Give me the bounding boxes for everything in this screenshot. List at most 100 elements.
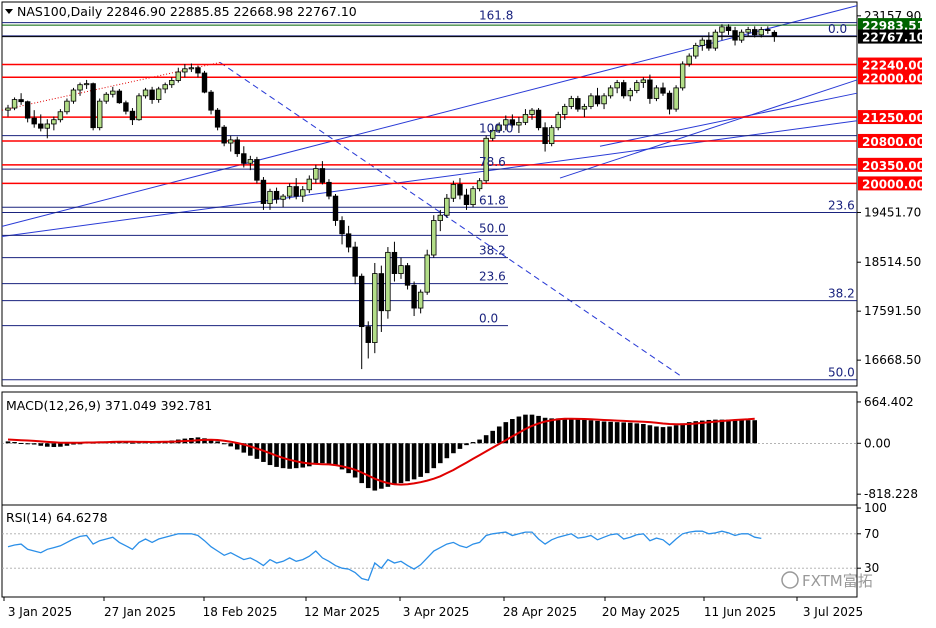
macd-bar [496, 426, 502, 444]
candle [444, 194, 450, 218]
candle [509, 114, 516, 128]
candle [214, 108, 221, 131]
candle [162, 82, 168, 94]
candle-body [404, 265, 411, 286]
candle-body [365, 326, 371, 343]
candle-body [568, 98, 574, 107]
candle-body [293, 186, 299, 197]
rsi-tick-label-0: 100 [864, 501, 887, 515]
candle [293, 178, 299, 200]
candle-body [38, 123, 44, 129]
candle-body [450, 184, 457, 199]
macd-bar [739, 419, 744, 444]
candle-body [575, 98, 581, 110]
candle [208, 90, 214, 115]
candle-body [601, 95, 607, 105]
candle-body [273, 190, 280, 200]
candle-body [11, 99, 18, 109]
macd-bar [444, 443, 450, 459]
macd-bar [490, 430, 495, 444]
price-label-1: 22767.10 [862, 31, 925, 45]
candle-body [260, 179, 267, 204]
candle [568, 95, 574, 110]
price-label-box-6 [858, 157, 922, 172]
symbol-header: NAS100,Daily 22846.90 22885.85 22668.98 … [17, 4, 357, 19]
candle [110, 86, 116, 98]
macd-bar [293, 443, 299, 469]
macd-bar [248, 443, 253, 456]
macd-bar [621, 422, 626, 444]
candle [699, 37, 705, 51]
macd-bar [542, 417, 548, 444]
candle [706, 32, 712, 51]
candle-body [175, 71, 181, 81]
candle-body [673, 87, 679, 110]
candle [614, 79, 620, 94]
dropdown-arrow-icon[interactable] [5, 9, 13, 14]
candle [201, 70, 208, 94]
macd-bar [379, 443, 384, 489]
date-label-4: 3 Apr 2025 [403, 605, 470, 619]
candle-body [509, 119, 516, 126]
macd-bar [510, 419, 515, 444]
macd-tick-label-0: 664.402 [864, 395, 914, 409]
macd-bar [215, 441, 220, 444]
candle-body [771, 31, 778, 37]
macd-bar [359, 443, 364, 484]
macd-bar [680, 423, 685, 444]
candle [404, 262, 411, 290]
candle-body [77, 84, 83, 91]
candle [319, 161, 326, 185]
macd-bar [588, 420, 594, 444]
macd-bar [51, 443, 57, 448]
candle [542, 122, 548, 152]
macd-bar [647, 425, 653, 444]
macd-bar [411, 443, 417, 480]
candle-body [155, 88, 162, 100]
macd-bar [326, 443, 332, 464]
candle [286, 183, 293, 200]
macd-bar [398, 443, 404, 484]
candle-body [142, 89, 149, 97]
macd-bar [372, 443, 378, 491]
candle-body [201, 72, 208, 93]
macd-bar [300, 443, 306, 468]
candle-body [31, 117, 37, 125]
candle-body [765, 29, 771, 31]
candle-body [267, 190, 273, 204]
candle [463, 188, 470, 210]
candle-body [621, 82, 627, 97]
macd-header: MACD(12,26,9) 371.049 392.781 [6, 398, 212, 413]
candle-body [706, 39, 712, 49]
macd-bar [673, 425, 679, 444]
candle-body [411, 284, 417, 309]
candle [129, 108, 136, 126]
price-label-box-2 [858, 57, 922, 72]
candle [719, 24, 725, 41]
candle-body [431, 220, 437, 256]
candle-body [555, 114, 561, 129]
candle [313, 164, 319, 184]
candle [260, 177, 267, 210]
candle-body [116, 90, 123, 104]
macd-bar [726, 419, 731, 444]
macd-bar [418, 443, 423, 477]
candle-body [70, 89, 77, 102]
macd-bar [208, 439, 214, 444]
candle-body [149, 89, 155, 100]
macd-bar [313, 443, 319, 465]
candle-body [686, 55, 692, 65]
macd-tick-label-1: 0.00 [864, 436, 891, 450]
candle [725, 24, 732, 35]
candle [247, 155, 254, 171]
candle-body [463, 194, 470, 206]
candle [647, 74, 653, 104]
main-panel-frame [1, 1, 858, 387]
candle [535, 108, 542, 131]
candle-body [699, 39, 705, 46]
candle-body [332, 195, 339, 221]
candle-body [437, 214, 443, 221]
fib-long-label-6: 50.0 [828, 366, 855, 380]
candle-body [214, 109, 221, 128]
